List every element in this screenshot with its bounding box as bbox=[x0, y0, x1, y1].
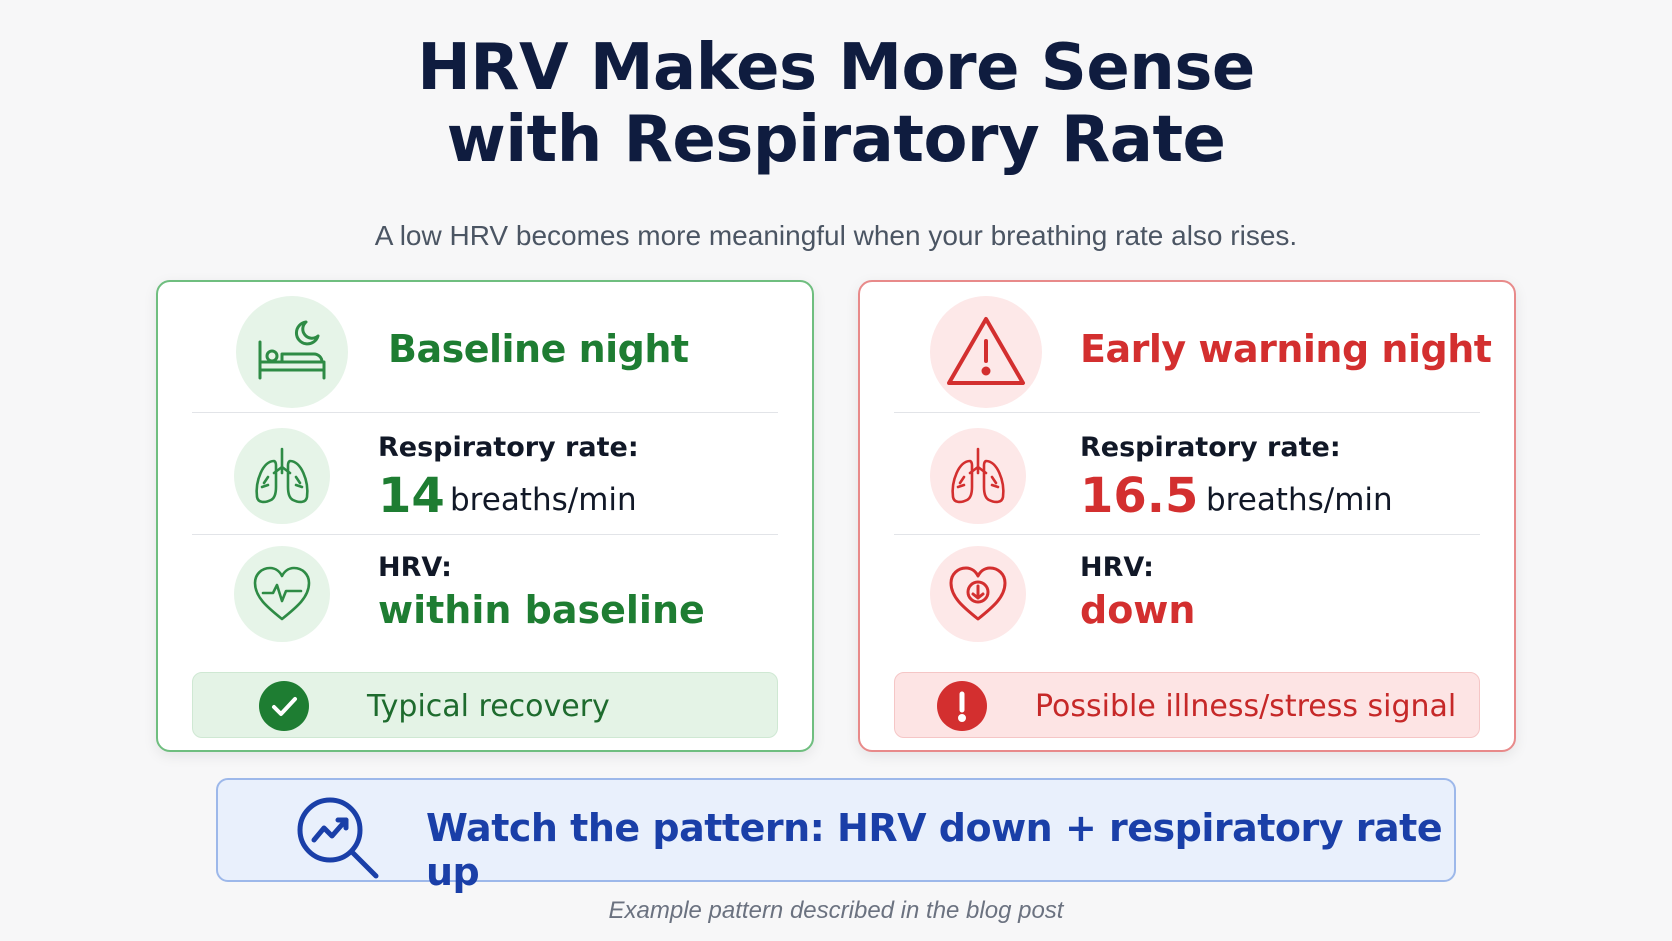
warning-resp-unit: breaths/min bbox=[1206, 482, 1393, 518]
warning-resp-label: Respiratory rate: bbox=[1080, 432, 1341, 463]
bed-moon-icon bbox=[236, 296, 348, 408]
lungs-icon bbox=[930, 428, 1026, 524]
baseline-heading: Baseline night bbox=[388, 327, 689, 371]
baseline-resp-value: 14 bbox=[378, 468, 445, 524]
banner-text: Watch the pattern: HRV down + respirator… bbox=[426, 806, 1443, 894]
baseline-status: Typical recovery bbox=[192, 672, 778, 738]
warning-hrv-value: down bbox=[1080, 588, 1196, 632]
divider bbox=[192, 534, 778, 535]
subtitle: A low HRV becomes more meaningful when y… bbox=[374, 220, 1298, 251]
baseline-card: Baseline night Respiratory rate: 14 brea… bbox=[156, 280, 814, 752]
baseline-status-text: Typical recovery bbox=[367, 689, 610, 724]
title-line-2: with Respiratory Rate bbox=[446, 103, 1226, 177]
warning-status: Possible illness/stress signal bbox=[894, 672, 1480, 738]
magnifier-trend-icon bbox=[290, 790, 386, 891]
pattern-banner: Watch the pattern: HRV down + respirator… bbox=[216, 778, 1456, 894]
heart-down-arrow-icon bbox=[930, 546, 1026, 642]
warning-status-text: Possible illness/stress signal bbox=[1035, 689, 1457, 724]
warning-triangle-icon bbox=[930, 296, 1042, 408]
warning-hrv-label: HRV: bbox=[1080, 552, 1154, 583]
warning-heading: Early warning night bbox=[1080, 327, 1492, 371]
footnote: Example pattern described in the blog po… bbox=[608, 897, 1064, 924]
baseline-resp-unit: breaths/min bbox=[450, 482, 637, 518]
heart-pulse-icon bbox=[234, 546, 330, 642]
page-title: HRV Makes More Sense with Respiratory Ra… bbox=[0, 32, 1672, 176]
lungs-icon bbox=[234, 428, 330, 524]
warning-resp-value: 16.5 bbox=[1080, 468, 1199, 524]
exclamation-circle-icon bbox=[937, 681, 987, 731]
divider bbox=[894, 534, 1480, 535]
warning-card: Early warning night Respiratory rate: 16… bbox=[858, 280, 1516, 752]
baseline-hrv-value: within baseline bbox=[378, 588, 705, 632]
check-circle-icon bbox=[259, 681, 309, 731]
baseline-hrv-label: HRV: bbox=[378, 552, 452, 583]
baseline-resp-label: Respiratory rate: bbox=[378, 432, 639, 463]
divider bbox=[894, 412, 1480, 413]
divider bbox=[192, 412, 778, 413]
title-line-1: HRV Makes More Sense bbox=[417, 31, 1255, 105]
